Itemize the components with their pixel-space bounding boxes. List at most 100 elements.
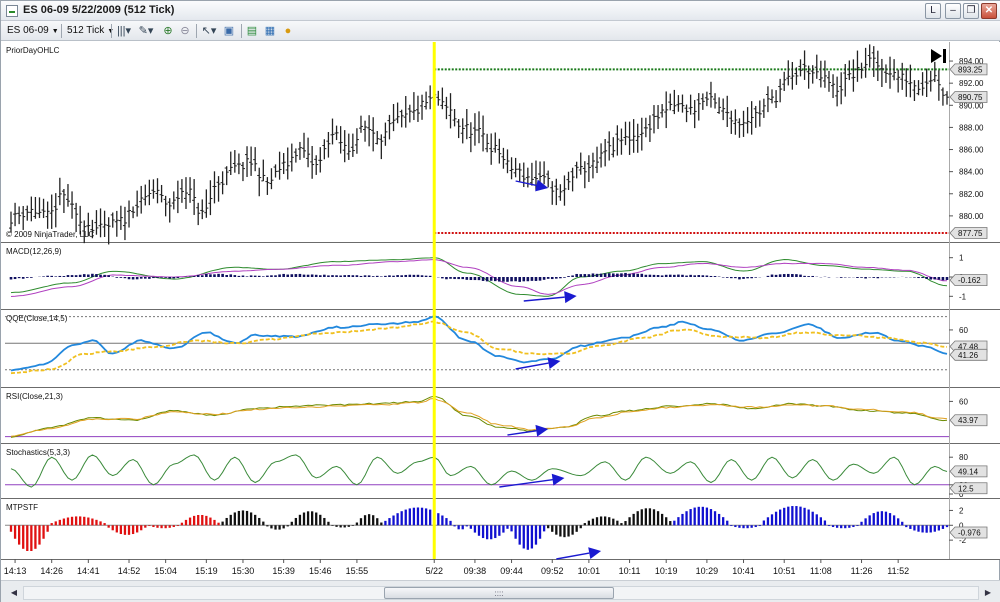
link-button[interactable]: L [925, 3, 941, 19]
scroll-right-arrow-icon[interactable]: ▶ [984, 588, 992, 597]
annotation-arrow[interactable] [515, 179, 549, 192]
axis-tick-label: 890.00 [959, 101, 984, 110]
x-axis-tick-label: 11:08 [810, 566, 832, 576]
axis-tick-label: 894.00 [959, 57, 984, 66]
annotation-arrow[interactable] [515, 357, 561, 370]
series-qqe-line[interactable] [10, 315, 948, 372]
value-marker-box [949, 465, 988, 478]
minimize-button[interactable]: – [945, 3, 961, 19]
x-axis-tick-label: 10:01 [578, 566, 601, 576]
panel-label: MTPSTF [6, 503, 38, 512]
strategies-icon[interactable]: ▦ [264, 25, 276, 37]
annotation-arrow[interactable] [556, 547, 602, 560]
x-axis-tick-label: 5/22 [425, 566, 443, 576]
scrollbar-track[interactable]: :::: [23, 586, 979, 600]
x-axis-tick-label: 15:39 [272, 566, 295, 576]
bar-style-icon[interactable]: |||▾ [116, 25, 132, 37]
x-axis-tick-label: 10:29 [696, 566, 719, 576]
axis-tick-label: 2 [959, 506, 964, 515]
value-marker-label: 41.26 [958, 351, 979, 360]
instrument-selector[interactable]: ES 06-09 ▼ [3, 23, 61, 38]
draw-pen-icon[interactable]: ✎▾ [138, 25, 154, 37]
series-k-line[interactable] [10, 454, 948, 488]
panel-macd[interactable]: MACD(12,26,9)10-1-0.162 [6, 247, 988, 304]
zoom-in-icon[interactable]: ⊕ [163, 25, 173, 37]
toolbar-separator [196, 24, 197, 38]
session-break-line [432, 42, 436, 559]
value-marker-box [949, 274, 988, 287]
series-avg-line[interactable] [10, 397, 948, 437]
annotation-arrow-shaft [523, 296, 565, 302]
panel-background [1, 499, 1000, 559]
axis-tick-label: 880.00 [959, 212, 984, 221]
toolbar-separator [241, 24, 242, 38]
x-axis-tick-label: 09:38 [464, 566, 487, 576]
annotation-arrow-head [564, 291, 577, 304]
properties-icon[interactable]: ▣ [223, 25, 235, 37]
x-axis-tick-label: 14:41 [77, 566, 100, 576]
cursor-icon[interactable]: ↖▾ [201, 25, 217, 37]
annotation-arrow-shaft [556, 552, 590, 560]
panel-background [1, 310, 1000, 387]
series-rsi-line[interactable] [10, 395, 948, 438]
scrollbar-thumb[interactable]: :::: [384, 587, 614, 599]
panel-background [1, 444, 1000, 498]
value-marker-label: 47.48 [958, 343, 979, 352]
axis-tick-label: 0 [959, 490, 964, 499]
panel-label: MACD(12,26,9) [6, 247, 62, 256]
chart-area[interactable]: PriorDayOHLC 880.00 882.00 884.00 886.00 888.… [1, 42, 1000, 580]
value-marker-box [949, 348, 988, 361]
x-axis-tick-label: 15:19 [195, 566, 218, 576]
annotation-arrow[interactable] [499, 473, 565, 488]
axis-tick-label: 888.00 [959, 123, 984, 132]
value-marker-box [949, 414, 988, 427]
value-marker-label: -0.162 [958, 276, 981, 285]
value-marker: 890.75 [949, 91, 988, 103]
value-marker: 877.75 [949, 227, 988, 239]
value-marker-box [949, 227, 988, 239]
scroll-left-arrow-icon[interactable]: ◀ [10, 588, 18, 597]
panel-rsi[interactable]: RSI(Close,21,3) 60 43.97 [5, 392, 988, 438]
value-marker: 43.97 [949, 414, 988, 427]
panel-mtpstf[interactable]: MTPSTF 2 0 -2-0.976 [5, 503, 988, 560]
series-trail-line[interactable] [10, 320, 948, 375]
value-marker-label: -0.976 [958, 529, 981, 538]
axis-tick-label: 60 [959, 326, 968, 335]
series-macd-line[interactable] [10, 257, 948, 297]
horizontal-scrollbar[interactable]: ◀ :::: ▶ [1, 580, 1000, 602]
x-axis-tick-label: 10:19 [655, 566, 678, 576]
panel-background [1, 42, 1000, 242]
x-axis-tick-label: 10:51 [773, 566, 796, 576]
close-button[interactable]: ✕ [981, 3, 997, 19]
annotation-arrow[interactable] [523, 291, 577, 304]
panel-label: RSI(Close,21,3) [6, 392, 63, 401]
maximize-button[interactable]: ❐ [963, 3, 979, 19]
toolbar-separator [61, 24, 62, 38]
value-marker: -0.162 [949, 274, 988, 287]
interval-selector[interactable]: 512 Tick▼ [63, 23, 114, 38]
x-axis-tick-label: 15:46 [309, 566, 332, 576]
value-marker: 41.26 [949, 348, 988, 361]
value-marker-label: 877.75 [958, 229, 983, 238]
value-marker-box [949, 91, 988, 103]
axis-tick-label: 884.00 [959, 168, 984, 177]
series-avg-line[interactable] [10, 258, 948, 297]
title-bar[interactable]: ES 06-09 5/22/2009 (512 Tick) L – ❐ ✕ [1, 1, 1000, 21]
x-axis-tick-label: 11:52 [887, 566, 909, 576]
value-marker: -0.976 [949, 526, 988, 539]
axis-tick-label: 80 [959, 453, 968, 462]
axis-tick-label: 60 [959, 397, 968, 406]
annotation-arrow-head [551, 473, 565, 486]
indicators-icon[interactable]: ▤ [246, 25, 258, 37]
chevron-down-icon: ▼ [107, 28, 114, 35]
annotation-arrow[interactable] [507, 424, 549, 437]
alerts-icon[interactable]: ● [284, 25, 292, 37]
annotation-arrow-head [588, 547, 602, 560]
panel-price[interactable]: PriorDayOHLC 880.00 882.00 884.00 886.00 888.… [6, 44, 988, 245]
x-axis-tick-label: 10:41 [732, 566, 755, 576]
chart-toolbar: ES 06-09▼ 512 Tick▼ |||▾ ✎▾ ⊕ ⊖ ↖▾ ▣ ▤ ▦… [1, 21, 1000, 41]
go-to-end-icon[interactable] [931, 49, 942, 63]
zoom-out-icon[interactable]: ⊖ [180, 25, 190, 37]
